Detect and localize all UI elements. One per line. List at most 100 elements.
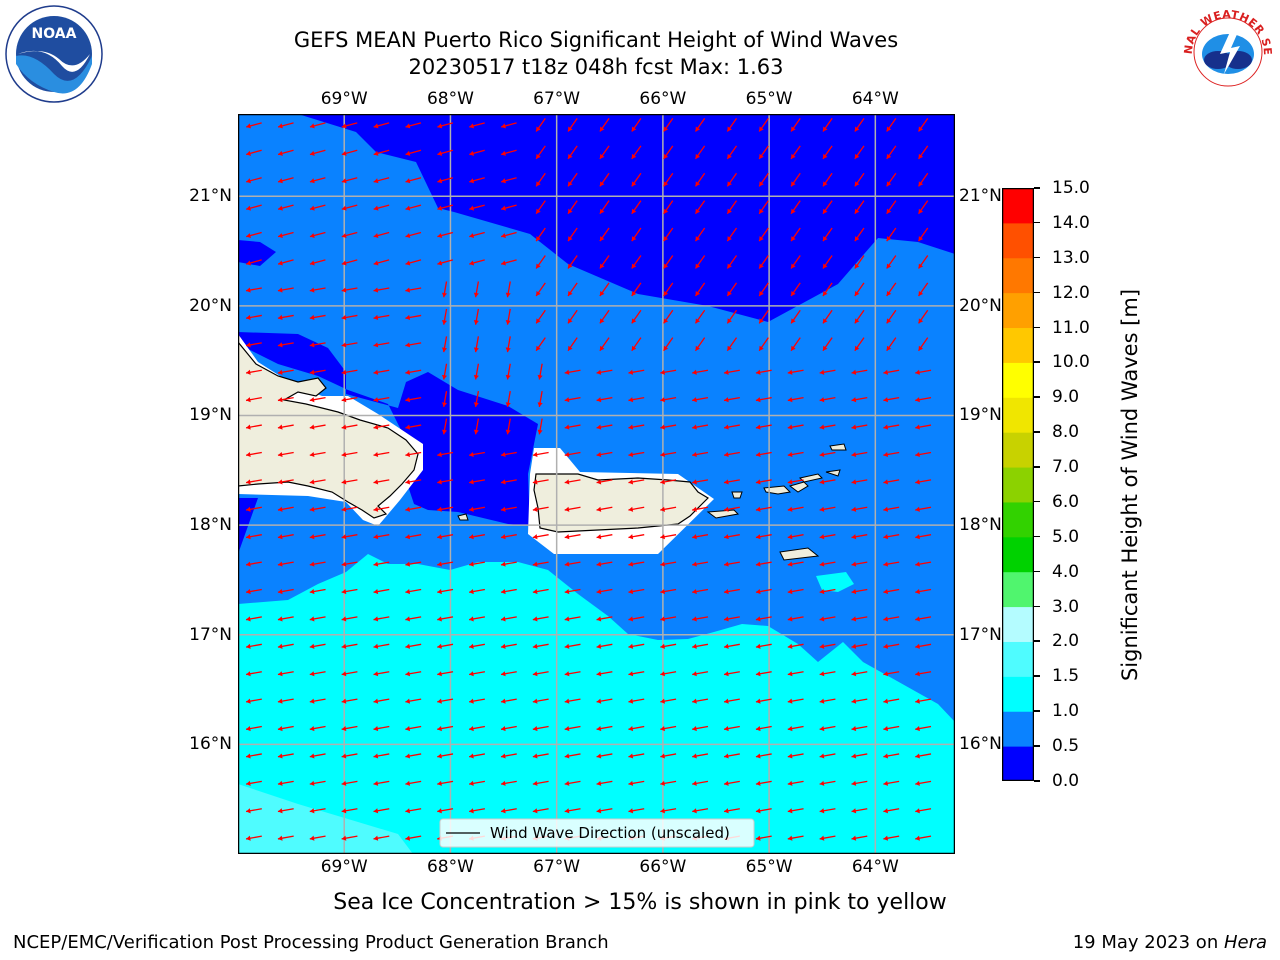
wave-direction-arrow [437,479,454,485]
wave-direction-arrow [309,698,326,704]
wave-direction-arrow [405,424,422,430]
wave-direction-arrow [309,287,326,293]
colorbar-cell-0 [1002,746,1034,781]
wave-direction-arrow [787,451,804,458]
wave-direction-arrow [373,204,390,211]
wave-direction-arrow [819,725,836,732]
wave-direction-arrow [532,753,549,759]
wave-direction-arrow [437,643,454,649]
wave-direction-arrow [723,725,740,732]
wave-direction-arrow [790,337,801,352]
wave-direction-arrow [437,506,454,512]
virgin-gorda-island [825,469,841,477]
lon-tick-top-0: 69°W [320,89,368,109]
wave-direction-arrow [309,808,326,814]
wave-direction-arrow [660,588,677,595]
wave-direction-arrow [500,725,517,732]
wave-direction-arrow [277,314,294,320]
wave-direction-arrow [819,561,836,567]
wave-direction-arrow [758,309,769,324]
wave-direction-arrow [851,671,868,677]
wave-direction-arrow [726,255,738,269]
sea-band-10-15-patch [816,572,854,592]
wave-direction-arrow [663,145,674,160]
wave-direction-arrow [473,336,480,353]
wave-direction-arrow [341,287,358,293]
wave-direction-arrow [723,780,740,786]
wave-direction-arrow [532,725,549,732]
wave-direction-arrow [758,145,769,160]
colorbar-cell-15 [1002,222,1034,259]
wave-direction-arrow [245,588,262,595]
wave-direction-arrow [341,835,358,841]
wave-direction-arrow [787,808,804,814]
wave-direction-arrow [723,397,740,403]
wave-direction-arrow [694,309,706,324]
colorbar-tick-mark-4 [1034,326,1040,329]
wave-direction-arrow [787,698,804,704]
wave-direction-arrow [596,753,613,759]
wave-direction-arrow [309,424,326,430]
wave-direction-arrow [405,231,422,239]
wave-direction-arrow [437,561,454,567]
wave-direction-arrow [883,671,900,677]
colorbar-tick-mark-1 [1034,221,1040,224]
wave-direction-arrow [694,337,706,352]
wave-direction-arrow [723,451,740,458]
wave-direction-arrow [854,309,865,324]
wave-direction-arrow [277,671,294,677]
wave-direction-arrow [535,309,546,324]
wave-direction-arrow [596,725,613,732]
wave-direction-arrow [755,369,772,375]
wave-direction-arrow [437,753,454,759]
wave-direction-arrow [726,227,738,242]
wave-direction-arrow [277,231,294,239]
wave-direction-arrow [277,451,294,458]
wave-direction-arrow [373,122,390,129]
colorbar-tick-label-17: 0.0 [1052,771,1080,791]
colorbar-tick-label-13: 2.0 [1052,631,1080,652]
culebra-island [731,491,743,499]
lon-tick-bottom-2: 67°W [533,857,581,877]
wave-direction-arrow [567,309,578,324]
colorbar-tick-label-12: 3.0 [1052,596,1080,617]
wave-direction-arrow [441,418,448,435]
wave-direction-arrow [758,227,769,242]
wave-direction-arrow [277,780,294,786]
wave-direction-arrow [437,588,454,595]
wave-direction-arrow [599,337,610,352]
wave-direction-arrow [660,534,677,540]
wave-direction-arrow [692,506,709,512]
wave-direction-arrow [663,227,674,242]
wave-direction-arrow [437,534,454,540]
wave-direction-arrow [787,424,804,430]
wave-direction-arrow [915,835,932,841]
lon-tick-top-3: 66°W [639,89,687,109]
wave-direction-arrow [405,725,422,732]
wave-direction-arrow [437,149,454,156]
wave-direction-arrow [628,397,645,403]
wave-direction-arrow [886,337,897,352]
wave-direction-arrow [373,259,390,266]
noaa-logo-text: NOAA [32,26,77,42]
wave-direction-arrow [441,336,448,353]
wave-direction-arrow [245,534,262,540]
wave-direction-arrow [723,479,740,485]
wave-direction-arrow [469,259,485,266]
wave-direction-arrow [500,479,517,485]
wave-direction-arrow [277,479,294,485]
wave-direction-arrow [373,342,390,348]
lon-tick-bottom-1: 68°W [426,857,474,877]
wave-direction-arrow [373,451,390,458]
wave-direction-arrow [373,671,390,677]
wave-direction-arrow [405,534,422,540]
wave-direction-arrow [663,309,674,324]
wave-direction-arrow [596,808,613,814]
wave-direction-arrow [469,149,485,156]
wave-direction-arrow [660,643,677,649]
wave-direction-arrow [883,698,900,704]
colorbar-cell-12 [1002,327,1034,363]
wave-direction-arrow [405,588,422,595]
lat-tick-right-0: 21°N [959,186,1002,207]
wave-direction-arrow [918,309,929,324]
